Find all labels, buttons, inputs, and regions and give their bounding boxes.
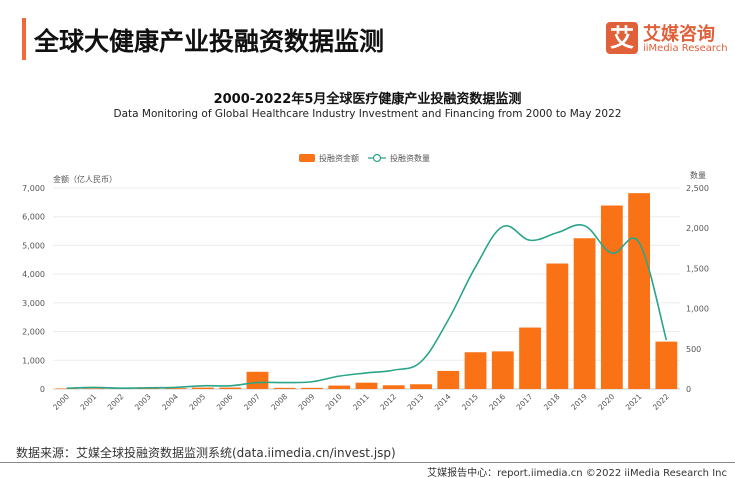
y-right-tick-label: 500 <box>686 345 701 354</box>
bar <box>519 327 541 389</box>
x-tick-label: 2015 <box>460 392 480 412</box>
x-tick-label: 2022 <box>651 392 671 412</box>
x-tick-label: 2021 <box>624 392 644 412</box>
chart-subtitle: Data Monitoring of Global Healthcare Ind… <box>113 108 622 120</box>
x-tick-label: 2009 <box>297 392 317 412</box>
x-tick-label: 2001 <box>78 392 98 412</box>
bar <box>573 238 596 389</box>
bar <box>273 387 296 389</box>
logo-en: iiMedia Research <box>643 43 728 54</box>
bar <box>491 351 514 389</box>
y-left-tick-label: 7,000 <box>22 184 45 193</box>
x-tick-label: 2018 <box>542 392 562 412</box>
legend-bar-swatch <box>299 154 315 162</box>
bar <box>628 193 651 389</box>
x-tick-label: 2006 <box>215 392 235 412</box>
y-right-tick-label: 2,000 <box>686 224 709 233</box>
chart-title: 2000-2022年5月全球医疗健康产业投融资数据监测 <box>213 92 522 107</box>
footer-divider <box>0 462 735 463</box>
page-title: 全球大健康产业投融资数据监测 <box>34 27 385 56</box>
x-tick-label: 2003 <box>133 392 153 412</box>
y-right-tick-label: 1,500 <box>686 264 709 273</box>
bar <box>192 387 214 389</box>
bar <box>464 352 487 389</box>
bar <box>55 388 78 389</box>
y-left-tick-label: 6,000 <box>22 213 45 222</box>
bar <box>164 388 187 389</box>
bar <box>82 388 105 389</box>
bar <box>410 384 432 389</box>
legend-bar-label: 投融资金额 <box>319 153 359 163</box>
x-tick-label: 2011 <box>351 392 371 412</box>
x-tick-label: 2019 <box>569 392 589 412</box>
source-note: 数据来源：艾媒全球投融资数据监测系统(data.iimedia.cn/inves… <box>16 446 396 460</box>
y-left-tick-label: 1,000 <box>22 356 45 365</box>
y-right-tick-label: 2,500 <box>686 184 709 193</box>
y-left-tick-label: 3,000 <box>22 299 45 308</box>
x-tick-label: 2012 <box>378 392 398 412</box>
legend-line-label: 投融资数量 <box>390 153 430 163</box>
bar <box>382 385 405 389</box>
footer-credit: 艾媒报告中心：report.iimedia.cn ©2022 iiMedia R… <box>427 468 727 478</box>
x-tick-label: 2010 <box>324 392 344 412</box>
x-tick-label: 2000 <box>51 392 71 412</box>
legend-line-marker <box>372 153 382 163</box>
title-accent-bar <box>22 18 26 60</box>
bar <box>301 387 323 389</box>
x-tick-label: 2008 <box>269 392 289 412</box>
y-right-axis-label: 数量 <box>690 170 706 180</box>
bar <box>246 371 269 389</box>
x-tick-label: 2014 <box>433 392 453 412</box>
x-tick-label: 2017 <box>515 392 535 412</box>
y-right-tick-label: 1,000 <box>686 305 709 314</box>
chart: 0 1,000 2,000 3,000 4,000 5,000 6,000 7,000 0 500… <box>22 153 709 412</box>
bar <box>655 341 678 389</box>
x-tick-label: 2004 <box>160 392 180 412</box>
x-tick-label: 2013 <box>406 392 426 412</box>
x-tick-label: 2002 <box>106 392 126 412</box>
bar <box>437 370 460 389</box>
logo-cn: 艾媒咨询 <box>643 24 715 45</box>
y-right-tick-label: 0 <box>686 385 691 394</box>
x-tick-label: 2020 <box>596 392 616 412</box>
y-left-tick-label: 5,000 <box>22 241 45 250</box>
y-left-axis-label: 金额（亿人民币） <box>53 174 117 184</box>
count-line <box>66 224 668 390</box>
y-left-tick-label: 4,000 <box>22 270 45 279</box>
bar <box>137 388 160 389</box>
y-left-tick-label: 2,000 <box>22 328 45 337</box>
bar <box>355 382 378 389</box>
bar <box>546 263 569 389</box>
y-left-tick-label: 0 <box>40 385 45 394</box>
x-tick-label: 2007 <box>242 392 262 412</box>
bar <box>328 385 351 389</box>
bar <box>600 205 623 389</box>
x-tick-label: 2016 <box>487 392 507 412</box>
bar <box>219 387 242 389</box>
logo-mark: 艾 <box>606 22 638 54</box>
x-tick-label: 2005 <box>187 392 207 412</box>
